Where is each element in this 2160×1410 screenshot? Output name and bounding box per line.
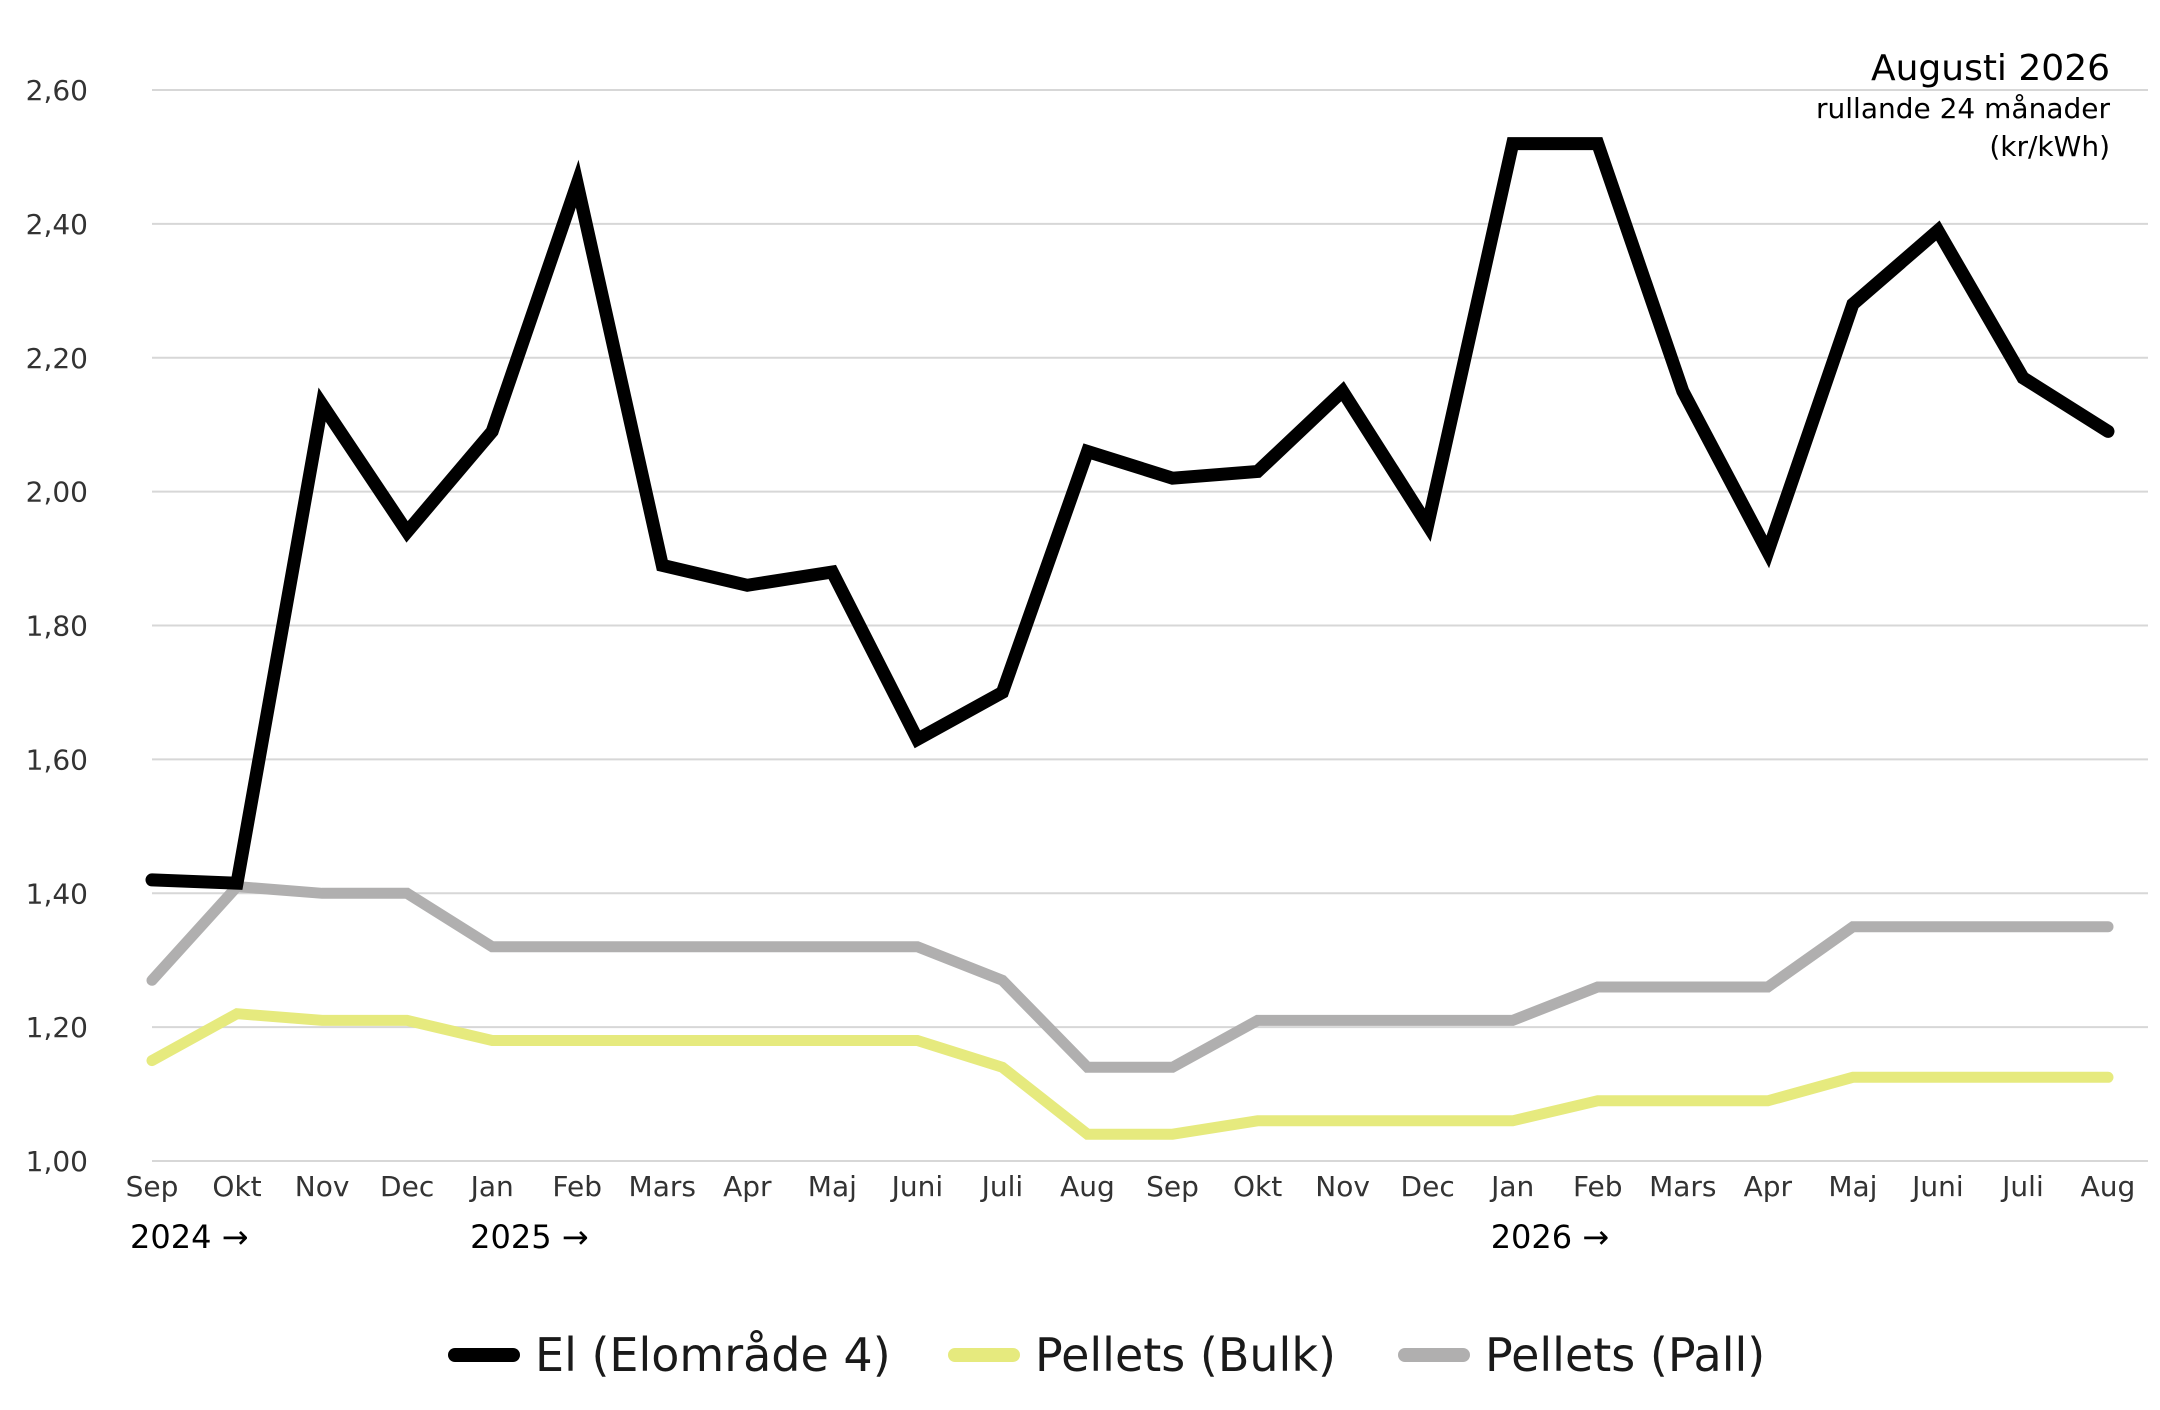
series-lines bbox=[145, 137, 2115, 1140]
year-marker: 2026 → bbox=[1491, 1218, 1609, 1256]
x-tick-label: Mars bbox=[1649, 1170, 1716, 1203]
x-tick-label: Okt bbox=[212, 1170, 261, 1203]
series-line bbox=[146, 880, 2114, 1073]
x-tick-label: Nov bbox=[295, 1170, 350, 1203]
x-tick-label: Sep bbox=[126, 1170, 179, 1203]
x-axis-ticks: Sep Okt Nov Dec Jan Feb Mars Apr Maj Juni Juli Aug S… bbox=[126, 1170, 2136, 1203]
x-tick-label: Dec bbox=[1401, 1170, 1455, 1203]
y-tick-label: 1,60 bbox=[26, 743, 88, 776]
legend: El (Elområde 4) Pellets (Bulk) Pellets (Pa… bbox=[448, 1328, 1765, 1382]
legend-label: Pellets (Bulk) bbox=[1035, 1328, 1336, 1382]
x-tick-label: Juli bbox=[980, 1170, 1024, 1203]
y-tick-label: 2,60 bbox=[26, 74, 88, 107]
y-tick-label: 2,40 bbox=[26, 208, 88, 241]
x-tick-label: Maj bbox=[808, 1170, 857, 1203]
x-tick-label: Aug bbox=[2081, 1170, 2136, 1203]
x-tick-label: Aug bbox=[1060, 1170, 1115, 1203]
y-tick-label: 1,20 bbox=[26, 1011, 88, 1044]
x-tick-label: Mars bbox=[629, 1170, 696, 1203]
chart-subtitle: rullande 24 månader bbox=[1816, 92, 2110, 125]
x-tick-label: Dec bbox=[380, 1170, 434, 1203]
legend-label: Pellets (Pall) bbox=[1485, 1328, 1765, 1382]
year-markers: 2024 → 2025 → 2026 → bbox=[130, 1218, 1609, 1256]
x-tick-label: Jan bbox=[1489, 1170, 1534, 1203]
y-tick-label: 2,00 bbox=[26, 476, 88, 509]
x-tick-label: Apr bbox=[1744, 1170, 1793, 1203]
y-tick-label: 1,80 bbox=[26, 610, 88, 643]
y-axis-ticks: 1,00 1,20 1,40 1,60 1,80 2,00 2,20 2,40 2,60 bbox=[26, 74, 88, 1178]
gridlines bbox=[152, 89, 2148, 1162]
x-tick-label: Jan bbox=[469, 1170, 514, 1203]
x-tick-label: Apr bbox=[723, 1170, 772, 1203]
year-marker: 2024 → bbox=[130, 1218, 248, 1256]
chart-title: Augusti 2026 bbox=[1871, 48, 2110, 89]
x-tick-label: Nov bbox=[1315, 1170, 1370, 1203]
y-tick-label: 1,00 bbox=[26, 1145, 88, 1178]
x-tick-label: Okt bbox=[1233, 1170, 1282, 1203]
y-tick-label: 1,40 bbox=[26, 877, 88, 910]
x-tick-label: Feb bbox=[1573, 1170, 1623, 1203]
x-tick-label: Juni bbox=[1910, 1170, 1964, 1203]
title-block: Augusti 2026 rullande 24 månader (kr/kWh… bbox=[1816, 48, 2110, 163]
series-line bbox=[146, 1008, 2114, 1140]
x-tick-label: Juli bbox=[2000, 1170, 2044, 1203]
year-marker: 2025 → bbox=[470, 1218, 588, 1256]
chart-unit: (kr/kWh) bbox=[1989, 130, 2110, 163]
series-line bbox=[145, 137, 2115, 890]
x-tick-label: Sep bbox=[1146, 1170, 1199, 1203]
legend-label: El (Elområde 4) bbox=[535, 1328, 891, 1382]
x-tick-label: Feb bbox=[552, 1170, 602, 1203]
y-tick-label: 2,20 bbox=[26, 342, 88, 375]
x-tick-label: Juni bbox=[890, 1170, 944, 1203]
x-tick-label: Maj bbox=[1828, 1170, 1877, 1203]
